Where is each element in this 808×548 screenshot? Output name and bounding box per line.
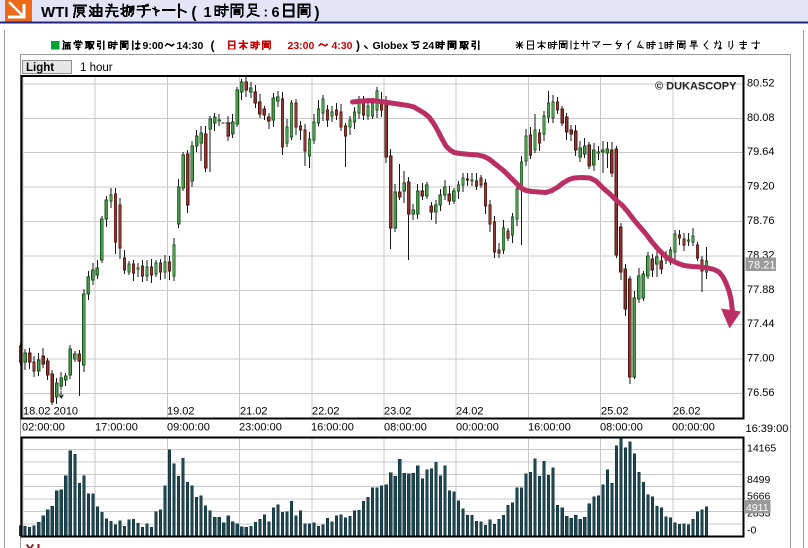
svg-text:78.21: 78.21	[748, 259, 776, 271]
svg-text:14165: 14165	[747, 443, 776, 455]
svg-text:24.02: 24.02	[456, 406, 484, 418]
svg-text:16:39:00: 16:39:00	[746, 423, 789, 435]
svg-text:79.64: 79.64	[747, 146, 775, 158]
svg-text:25.02: 25.02	[601, 406, 629, 418]
svg-text:80.52: 80.52	[747, 77, 775, 89]
svg-text:77.00: 77.00	[747, 353, 775, 365]
svg-text:5666: 5666	[747, 491, 771, 503]
svg-text:1: 1	[204, 5, 212, 21]
svg-text:Globex: Globex	[373, 40, 409, 52]
svg-text:09:00:00: 09:00:00	[167, 422, 210, 434]
svg-text:02:00:00: 02:00:00	[22, 422, 65, 434]
svg-text:23:00:00: 23:00:00	[239, 422, 282, 434]
svg-text:4911: 4911	[746, 502, 769, 514]
svg-text:-0: -0	[747, 525, 756, 537]
svg-text:80.08: 80.08	[747, 112, 775, 124]
svg-text::: :	[264, 5, 269, 20]
svg-text:4:30: 4:30	[332, 40, 353, 52]
svg-text:08:00:00: 08:00:00	[384, 422, 427, 434]
svg-text:): )	[356, 39, 360, 53]
svg-text:): )	[314, 5, 319, 22]
svg-text:08:00:00: 08:00:00	[600, 422, 643, 434]
svg-text:16:00:00: 16:00:00	[528, 422, 571, 434]
svg-text:9:00: 9:00	[143, 40, 164, 52]
svg-text:23.02: 23.02	[384, 406, 412, 418]
svg-text:26.02: 26.02	[673, 406, 701, 418]
svg-text:18.02 2010: 18.02 2010	[23, 406, 78, 418]
svg-text:16:00:00: 16:00:00	[311, 422, 354, 434]
svg-text:79.20: 79.20	[747, 181, 775, 193]
svg-text:21.02: 21.02	[240, 406, 268, 418]
svg-text:(: (	[191, 5, 197, 22]
svg-text:(: (	[211, 39, 215, 53]
svg-text:23:00: 23:00	[288, 40, 315, 52]
svg-text:19.02: 19.02	[167, 406, 195, 418]
svg-text:00:00:00: 00:00:00	[672, 422, 715, 434]
svg-text:24: 24	[423, 40, 435, 52]
svg-text:14:30: 14:30	[177, 40, 204, 52]
svg-text:77.88: 77.88	[747, 284, 775, 296]
svg-text:WTI: WTI	[41, 4, 69, 21]
svg-text:77.44: 77.44	[747, 318, 775, 330]
svg-text:1 hour: 1 hour	[80, 62, 113, 74]
svg-text:8499: 8499	[747, 474, 771, 486]
svg-text:76.56: 76.56	[747, 387, 775, 399]
svg-text:00:00:00: 00:00:00	[456, 422, 499, 434]
svg-text:1: 1	[658, 40, 664, 52]
svg-text:78.76: 78.76	[747, 215, 775, 227]
svg-text:6: 6	[272, 5, 280, 21]
svg-text:Light: Light	[26, 62, 54, 74]
svg-text:17:00:00: 17:00:00	[95, 422, 138, 434]
svg-text:22.02: 22.02	[312, 406, 340, 418]
svg-text:© DUKASCOPY: © DUKASCOPY	[655, 81, 737, 93]
